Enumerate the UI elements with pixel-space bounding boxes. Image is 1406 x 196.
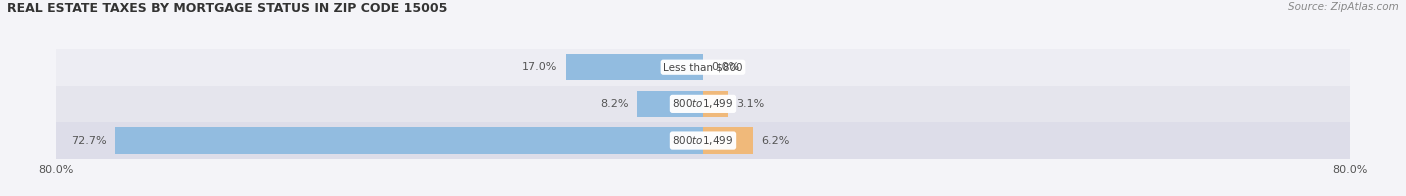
Text: REAL ESTATE TAXES BY MORTGAGE STATUS IN ZIP CODE 15005: REAL ESTATE TAXES BY MORTGAGE STATUS IN … bbox=[7, 2, 447, 15]
Text: 17.0%: 17.0% bbox=[522, 62, 558, 72]
Bar bbox=[703, 127, 754, 154]
Bar bbox=[565, 54, 703, 80]
Text: Less than $800: Less than $800 bbox=[664, 62, 742, 72]
Text: 8.2%: 8.2% bbox=[600, 99, 628, 109]
Bar bbox=[703, 91, 728, 117]
Bar bbox=[637, 91, 703, 117]
Text: 3.1%: 3.1% bbox=[737, 99, 765, 109]
Text: 72.7%: 72.7% bbox=[72, 136, 107, 146]
Text: 0.0%: 0.0% bbox=[711, 62, 740, 72]
Bar bbox=[56, 49, 1350, 85]
Text: Source: ZipAtlas.com: Source: ZipAtlas.com bbox=[1288, 2, 1399, 12]
Bar bbox=[56, 85, 1350, 122]
Bar bbox=[56, 122, 1350, 159]
Text: 6.2%: 6.2% bbox=[761, 136, 790, 146]
Text: $800 to $1,499: $800 to $1,499 bbox=[672, 134, 734, 147]
Text: $800 to $1,499: $800 to $1,499 bbox=[672, 97, 734, 110]
Bar bbox=[115, 127, 703, 154]
